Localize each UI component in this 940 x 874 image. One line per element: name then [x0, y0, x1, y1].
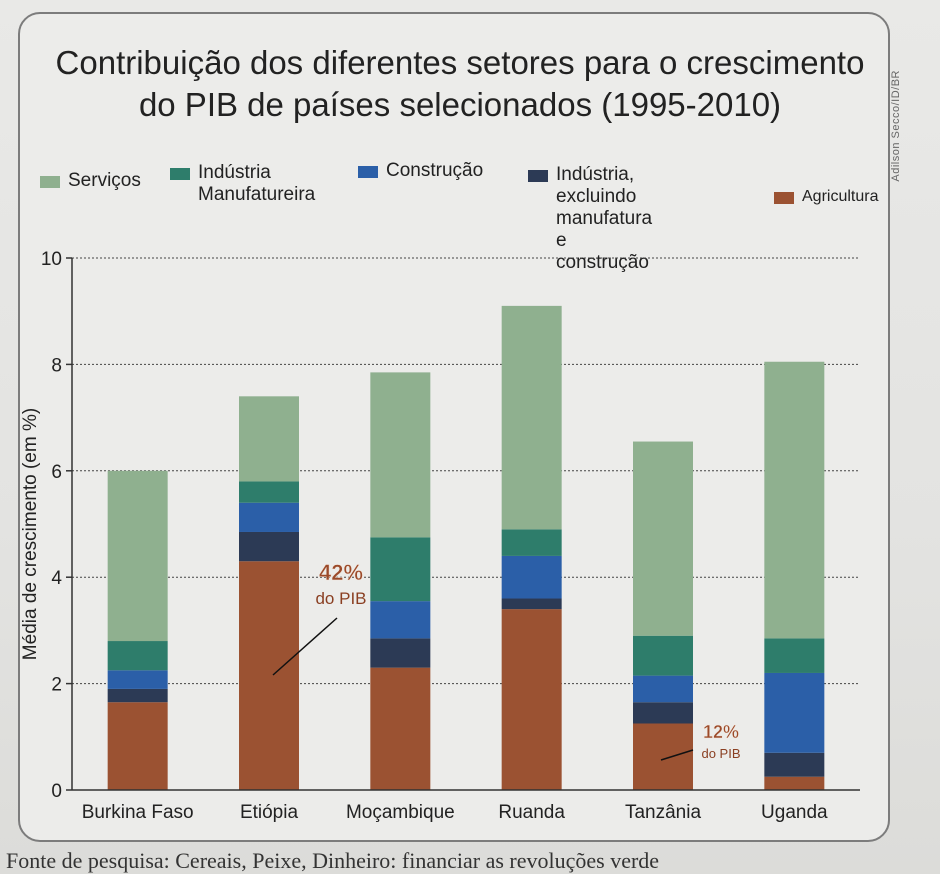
bar-segment	[239, 561, 299, 790]
bar-segment	[501, 305, 562, 530]
bar-segment	[633, 675, 693, 703]
bar-segment	[764, 752, 825, 777]
bar-segment	[370, 601, 431, 639]
legend-label: Agricultura	[802, 188, 879, 205]
bar-segment	[764, 638, 825, 673]
bar-segment	[501, 529, 562, 556]
legend-label: Construção	[386, 160, 484, 181]
annotation-leader-line	[660, 749, 694, 761]
bar-segment	[370, 638, 431, 668]
y-axis-title: Média de crescimento (em %)	[20, 408, 41, 660]
bar-segment	[501, 555, 562, 599]
source-footnote: Fonte de pesquisa: Cereais, Peixe, Dinhe…	[6, 848, 660, 873]
legend-item-industria-excluindo: Indústria, excluindo manufatura e constr…	[528, 164, 652, 274]
bar-segment	[370, 667, 431, 790]
bar-segment	[633, 635, 693, 676]
legend-swatch-industria-excluindo	[528, 170, 548, 182]
legend-label: Serviços	[68, 170, 141, 191]
y-tick-label: 6	[51, 462, 62, 483]
annotation-text: do PIB	[701, 746, 740, 761]
legend-label: Indústria, excluindo manufatura e constr…	[556, 164, 652, 274]
legend-label-line: manufatura e	[556, 208, 653, 251]
annotation-text: do PIB	[315, 589, 366, 608]
annotation-value: 12%	[703, 722, 739, 742]
legend-swatch-servicos	[40, 176, 60, 188]
chart-title-line-1: Contribuição dos diferentes setores para…	[55, 44, 865, 81]
y-tick-label: 2	[51, 675, 62, 696]
bar-segment	[370, 537, 431, 602]
bar-segment	[239, 396, 299, 482]
bar-segment	[633, 723, 693, 790]
bar-segment	[239, 481, 299, 503]
bar-segment	[501, 609, 562, 790]
annotations: 42% do PIB 12% do PIB	[272, 560, 741, 761]
bar-segment	[107, 688, 168, 703]
y-tick-label: 4	[51, 568, 62, 589]
legend-swatch-construcao	[358, 166, 378, 178]
bar-segment	[239, 531, 299, 562]
x-tick-label: Uganda	[761, 802, 828, 823]
gridlines	[72, 257, 860, 685]
bar-segment	[764, 672, 825, 753]
y-tick-label: 0	[51, 781, 62, 802]
bar-segment	[370, 372, 431, 538]
legend-label-line: Manufatureira	[198, 184, 316, 205]
x-tick-label: Etiópia	[240, 802, 299, 823]
legend-swatch-agricultura	[774, 192, 794, 204]
bar-segment	[107, 702, 168, 790]
legend-item-construcao: Construção	[358, 160, 483, 182]
legend-swatch-industria-manufatureira	[170, 168, 190, 180]
bar-segment	[107, 670, 168, 689]
annotation-leader-line	[272, 617, 338, 676]
bar-segment	[239, 502, 299, 532]
chart-title-line-2: do PIB de países selecionados (1995-2010…	[138, 86, 782, 123]
axes: 0 2 4 6 8 10 Média de crescimento (em %) Burkin…	[20, 249, 860, 823]
y-tick-label: 8	[51, 355, 62, 376]
bar-segment	[633, 702, 693, 724]
x-tick-label: Moçambique	[346, 802, 455, 823]
bar-segment	[501, 598, 562, 610]
legend-label-line: construção	[556, 252, 649, 273]
x-tick-label: Ruanda	[498, 802, 565, 823]
x-tick-label: Tanzânia	[625, 802, 701, 823]
chart-title: Contribuição dos diferentes setores para…	[40, 42, 880, 126]
x-tick-label: Burkina Faso	[82, 802, 194, 823]
bar-segment	[633, 441, 693, 636]
y-tick-label: 10	[41, 249, 62, 270]
legend-item-agricultura: Agricultura	[774, 186, 878, 208]
legend-item-servicos: Serviços	[40, 170, 141, 192]
bar-segment	[764, 776, 825, 790]
legend-label: Indústria Manufatureira	[198, 162, 315, 206]
bar-segment	[764, 361, 825, 639]
legend-label-line: Indústria	[198, 162, 271, 183]
bars	[107, 305, 825, 790]
legend-label-line: Indústria, excluindo	[556, 164, 637, 207]
bar-segment	[107, 641, 168, 671]
legend-item-industria-manufatureira: Indústria Manufatureira	[170, 162, 315, 206]
bar-segment	[107, 470, 168, 642]
annotation-value: 42%	[319, 560, 363, 585]
